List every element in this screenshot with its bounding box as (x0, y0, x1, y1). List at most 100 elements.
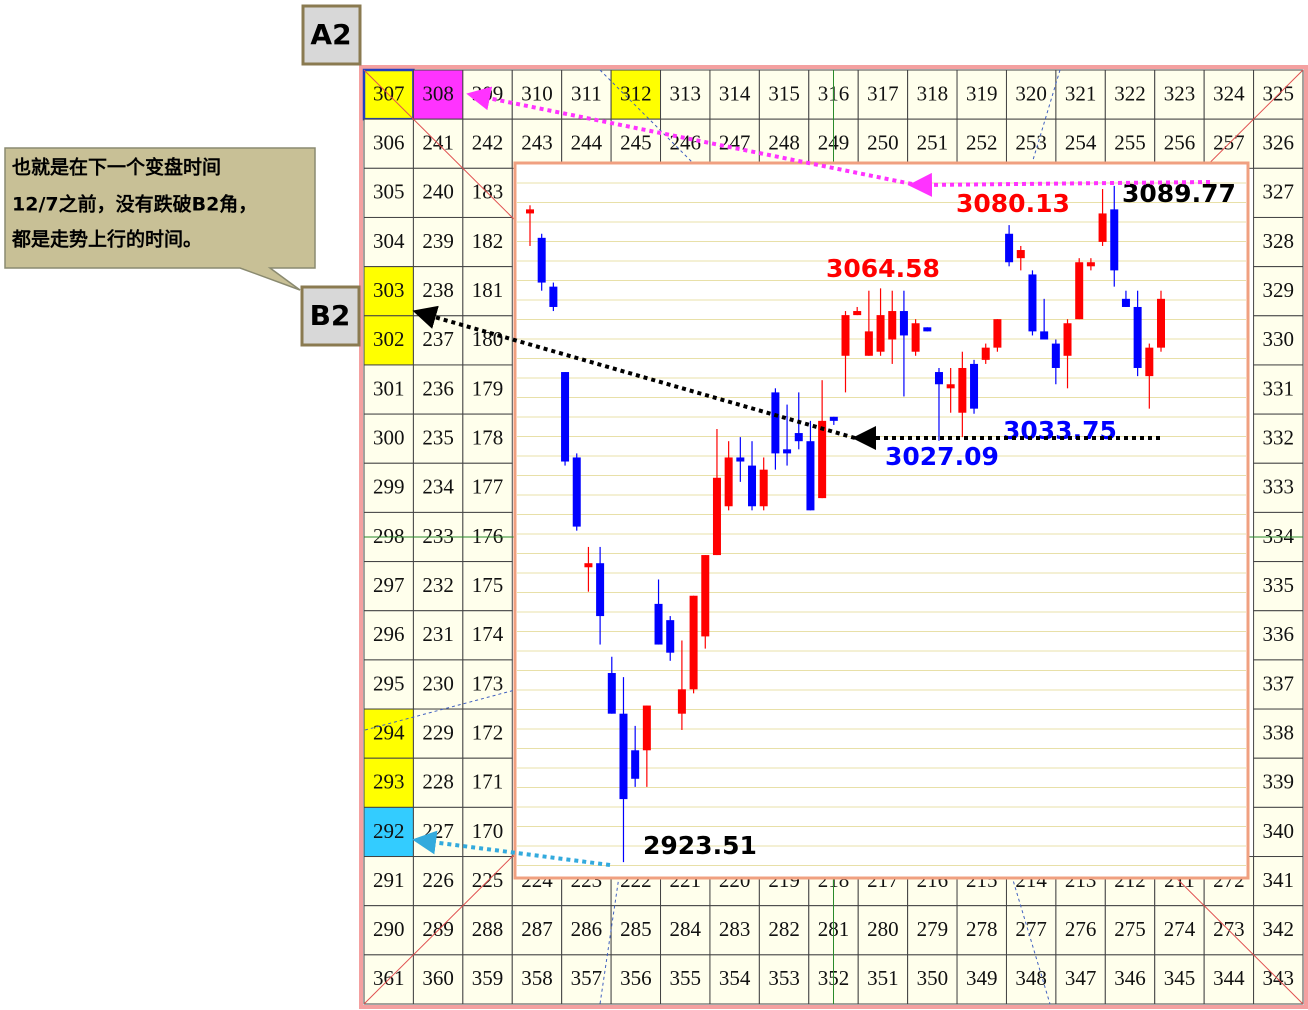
grid-cell (1253, 364, 1304, 415)
grid-cell (660, 118, 711, 169)
grid-cell (462, 708, 513, 759)
candle-body (1051, 343, 1060, 368)
cell-number: 178 (472, 425, 504, 449)
callout-box (4, 147, 316, 291)
cell-number: 317 (867, 81, 899, 105)
cell-number: 325 (1263, 81, 1295, 105)
candle-body (712, 477, 721, 556)
grid-cell (511, 905, 563, 956)
cell-number: 304 (373, 229, 405, 253)
cell-number: 341 (1263, 868, 1295, 892)
angle-line (364, 689, 516, 731)
grid-cell (1005, 118, 1057, 169)
grid-cell (1253, 659, 1304, 710)
cell-number: 327 (1263, 180, 1295, 204)
grid-cell (363, 610, 414, 661)
candle-body (607, 673, 616, 714)
cell-number: 294 (373, 720, 405, 744)
cell-number: 229 (422, 720, 454, 744)
grid-cell (1154, 69, 1205, 120)
cell-number: 333 (1263, 475, 1295, 499)
cell-number: 288 (472, 917, 504, 941)
cell-number: 297 (373, 573, 405, 597)
cell-number: 244 (571, 131, 603, 155)
candle-body (619, 713, 628, 800)
cell-number: 349 (966, 966, 998, 990)
cell-number: 292 (373, 819, 405, 843)
cell-number: 339 (1263, 770, 1295, 794)
cell-number: 255 (1114, 131, 1146, 155)
grid-cell (412, 659, 464, 710)
cell-number: 238 (422, 278, 454, 302)
cell-number: 351 (867, 966, 899, 990)
cell-number: 343 (1263, 966, 1295, 990)
cell-number: 241 (422, 131, 454, 155)
cell-number: 347 (1065, 966, 1097, 990)
cell-number: 361 (373, 966, 405, 990)
grid-cell (561, 69, 612, 120)
cell-number: 245 (620, 131, 652, 155)
candle-body (689, 595, 698, 690)
grid-cell (1253, 266, 1304, 317)
cell-number: 322 (1114, 81, 1146, 105)
grid-cell (1154, 954, 1205, 1005)
grid-cell (907, 69, 958, 120)
grid-cell (1005, 69, 1057, 120)
candle-body (771, 392, 780, 454)
cell-number: 278 (966, 917, 998, 941)
candle-body (642, 705, 651, 751)
cell-number: 334 (1263, 524, 1295, 548)
candle-body (981, 347, 990, 360)
candle-body (958, 367, 967, 413)
cell-number: 231 (422, 622, 454, 646)
candle-body (876, 315, 885, 352)
cell-number: 171 (472, 770, 504, 794)
cell-number: 236 (422, 376, 454, 400)
cell-number: 318 (917, 81, 949, 105)
cell-number: 295 (373, 671, 405, 695)
arrow (412, 305, 856, 440)
cell-number: 300 (373, 425, 405, 449)
cell-number: 251 (917, 131, 949, 155)
callout-line: 也就是在下一个变盘时间 (12, 156, 221, 179)
candle-body (794, 433, 803, 442)
candle-body (993, 319, 1002, 348)
cell-number: 350 (917, 966, 949, 990)
cell-number: 301 (373, 376, 405, 400)
grid-cell (561, 905, 612, 956)
cell-number: 256 (1164, 131, 1196, 155)
price-label: 3027.09 (885, 442, 999, 471)
cell-number: 315 (768, 81, 800, 105)
cell-number: 311 (571, 81, 602, 105)
candle-body (1086, 262, 1095, 267)
grid-cell (462, 413, 513, 464)
cell-number: 340 (1263, 819, 1295, 843)
cell-number: 312 (620, 81, 652, 105)
grid-cell (1005, 954, 1057, 1005)
grid-cell (1005, 905, 1057, 956)
grid-cell (1253, 806, 1304, 858)
grid-cell (412, 167, 464, 218)
cell-number: 275 (1114, 917, 1146, 941)
grid-cell (412, 708, 464, 759)
cell-number: 177 (472, 475, 504, 499)
cell-number: 228 (422, 770, 454, 794)
grid-cell (462, 610, 513, 661)
grid-cell (758, 954, 810, 1005)
cell-number: 230 (422, 671, 454, 695)
cell-number: 319 (966, 81, 998, 105)
grid-cell (412, 364, 464, 415)
grid-cell (1154, 118, 1205, 169)
cell-number: 296 (373, 622, 405, 646)
candle-body (841, 315, 850, 356)
candle-body (1157, 298, 1165, 348)
grid-cell (1253, 413, 1304, 464)
cell-number: 235 (422, 425, 454, 449)
cell-number: 254 (1065, 131, 1097, 155)
price-label: 2923.51 (643, 831, 757, 860)
grid-cell (412, 216, 464, 268)
cell-number: 242 (472, 131, 504, 155)
candle-body (724, 457, 733, 507)
cell-number: 243 (521, 131, 553, 155)
